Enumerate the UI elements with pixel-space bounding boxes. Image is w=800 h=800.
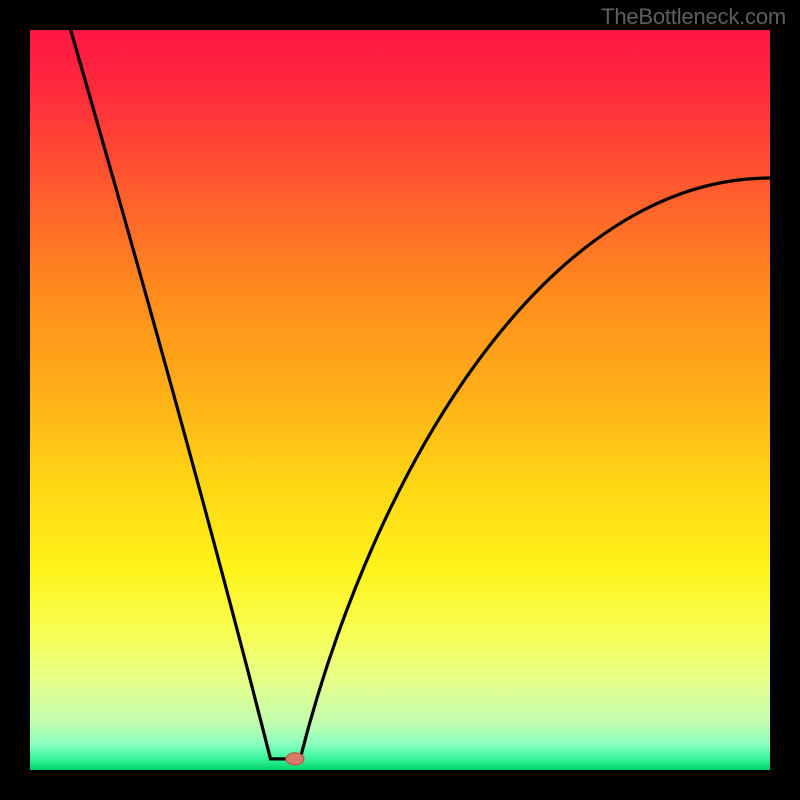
chart-frame: TheBottleneck.com <box>0 0 800 800</box>
result-marker <box>286 753 304 765</box>
plot-background <box>30 30 770 770</box>
watermark-text: TheBottleneck.com <box>601 4 786 30</box>
bottleneck-chart <box>0 0 800 800</box>
